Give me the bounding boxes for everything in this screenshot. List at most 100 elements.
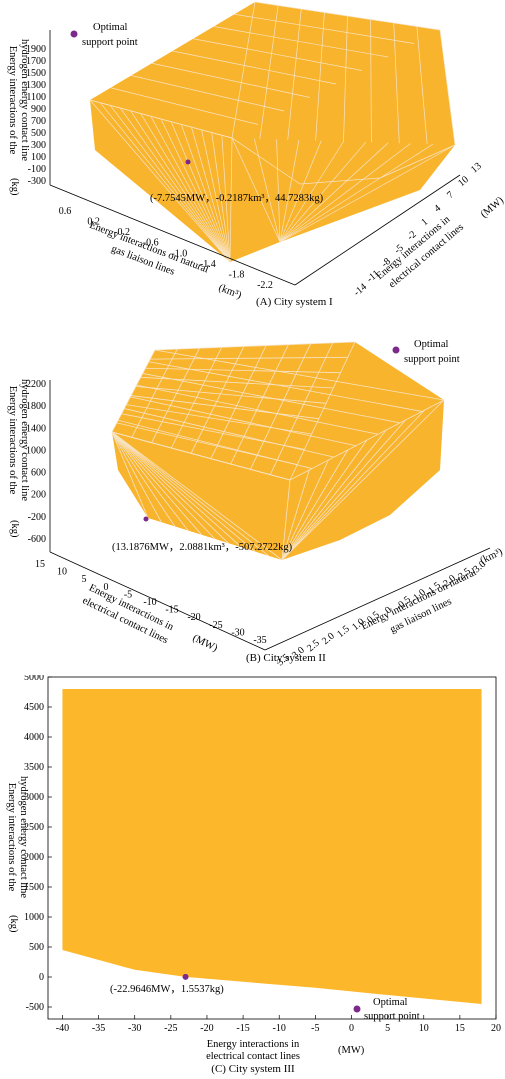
mesh-line — [279, 141, 367, 243]
mesh-line — [281, 479, 291, 561]
y-tick-label: 4500 — [24, 702, 44, 713]
mesh-line — [99, 102, 231, 263]
mesh-line — [111, 349, 156, 433]
mesh-line — [111, 431, 256, 552]
axes-a — [49, 30, 461, 286]
y-b-tick-label: 0 — [383, 605, 394, 617]
z-b-tick-label: 1000 — [26, 445, 46, 456]
mesh-line — [259, 5, 279, 139]
optimal-point-b — [143, 516, 149, 522]
y-a-tick-label: 4 — [432, 203, 443, 215]
chart-panel-a: 1900 1700 1500 1300 1100 900 700 500 300 100 -100-… — [0, 0, 505, 320]
mesh-line — [135, 386, 327, 404]
z-b-tick-label: 600 — [31, 468, 46, 479]
x-b-tick-label: -15 — [165, 605, 178, 616]
mesh-line — [131, 395, 319, 420]
x-tick-label: 15 — [455, 1023, 465, 1034]
mesh-line — [279, 141, 344, 243]
surface-mesh-a — [89, 1, 456, 263]
mesh-line — [131, 75, 285, 112]
z-axis-unit-a: (kg) — [9, 178, 20, 196]
z-a-tick-label: 100 — [31, 152, 46, 163]
z-b-tick-label: 1400 — [26, 423, 46, 434]
surface-face-top-a — [90, 2, 455, 184]
mesh-line — [124, 408, 335, 458]
x-tick-label: 10 — [419, 1023, 429, 1034]
y-a-tick-label: 7 — [445, 189, 456, 201]
mesh-line — [279, 142, 389, 243]
y-tick-label: 1500 — [24, 882, 44, 893]
y-tick-label: 5000 — [24, 675, 44, 683]
mesh-line — [231, 1, 256, 139]
z-a-tick-label: 500 — [31, 128, 46, 139]
y-axis-label-c-line2: hydrogen energy contact line — [18, 776, 29, 898]
mesh-line — [276, 139, 281, 243]
mesh-line — [279, 144, 433, 243]
z-a-tick-label: 300 — [31, 140, 46, 151]
mesh-line — [110, 105, 231, 263]
mesh-line — [111, 431, 149, 519]
mesh-line — [229, 137, 233, 263]
legend-label-a-line1: Optimal — [93, 22, 127, 33]
z-a-tick-label: 700 — [31, 116, 46, 127]
x-tick-label: -35 — [92, 1023, 105, 1034]
y-tick-label: 1000 — [24, 912, 44, 923]
mesh-line — [416, 26, 428, 145]
surface-mesh-b — [111, 341, 445, 561]
z-a-tick-label: -100 — [28, 164, 46, 175]
optimal-point-annotation-b: (13.1876MW，2.0881km³，-507.2722kg) — [112, 542, 293, 553]
x-a-tick-label: 0.6 — [59, 206, 72, 217]
mesh-line — [131, 348, 178, 438]
mesh-line — [111, 431, 162, 523]
z-b-tick-label: 2200 — [26, 379, 46, 390]
optimal-point-annotation-a: (-7.7545MW，-0.2187km³，44.7283kg) — [150, 193, 324, 204]
x-tick-label: 5 — [385, 1023, 390, 1034]
mesh-line — [281, 439, 368, 561]
x-axis-line-b — [49, 551, 266, 651]
z-b-tick-label: 1800 — [26, 401, 46, 412]
mesh-line — [254, 1, 441, 31]
y-a-tick-label: -14 — [352, 282, 369, 299]
x-b-tick-label: -10 — [143, 597, 156, 608]
mesh-line — [191, 127, 231, 263]
legend-label-c-line2: support point — [364, 1011, 420, 1022]
x-axis-label-c-line1: Energy interactions in — [207, 1039, 300, 1050]
caption-c: (C) City system III — [211, 1063, 295, 1075]
mesh-line — [89, 99, 231, 263]
y-tick-label: 0 — [39, 972, 44, 983]
area-chart-c: -40 -35 -30 -25 -20 -15 -10 -5 0 5 10 15 20 -500 0 500… — [6, 675, 501, 1075]
z-a-tick-label: 1500 — [26, 68, 46, 79]
x-b-tick-label: -25 — [209, 620, 222, 631]
y-axis-line-a — [294, 174, 461, 286]
legend-label-b-line2: support point — [404, 354, 460, 365]
z-a-tick-label: 1900 — [26, 44, 46, 55]
mesh-line — [210, 345, 267, 459]
mesh-line — [201, 129, 231, 263]
mesh-line — [145, 367, 341, 374]
mesh-lines-b — [111, 341, 445, 561]
x-axis-ticks-a: 0.6 0.2 -0.2 -0.6 -1.0 -1.4 -1.8 -2.2 — [59, 206, 273, 291]
x-b-tick-label: 0 — [104, 582, 109, 593]
y-tick-label: 2000 — [24, 852, 44, 863]
y-tick-label: 4000 — [24, 732, 44, 743]
mesh-line — [281, 469, 310, 561]
z-axis-unit-b: (kg) — [9, 520, 20, 538]
x-axis-unit-b: (MW) — [191, 633, 220, 655]
x-tick-label: -15 — [236, 1023, 249, 1034]
legend-label-b-line1: Optimal — [414, 339, 448, 350]
z-axis-label-a-line1: Energy interactions of the — [7, 46, 18, 155]
mesh-line — [140, 376, 334, 389]
y-axis-unit-a: (MW) — [479, 195, 505, 221]
mesh-line — [130, 110, 231, 263]
mesh-line — [111, 431, 243, 548]
mesh-line — [221, 135, 231, 263]
mesh-line — [269, 342, 334, 475]
x-axis-ticks-c: -40 -35 -30 -25 -20 -15 -10 -5 0 5 10 15 20 — [56, 1015, 501, 1034]
legend-marker-a — [70, 30, 78, 38]
mesh-line — [140, 113, 231, 263]
mesh-line — [111, 431, 176, 527]
x-a-tick-label: -0.2 — [114, 227, 130, 238]
mesh-line — [160, 118, 231, 263]
caption-a: (A) City system I — [256, 296, 333, 308]
mesh-line — [213, 26, 389, 58]
